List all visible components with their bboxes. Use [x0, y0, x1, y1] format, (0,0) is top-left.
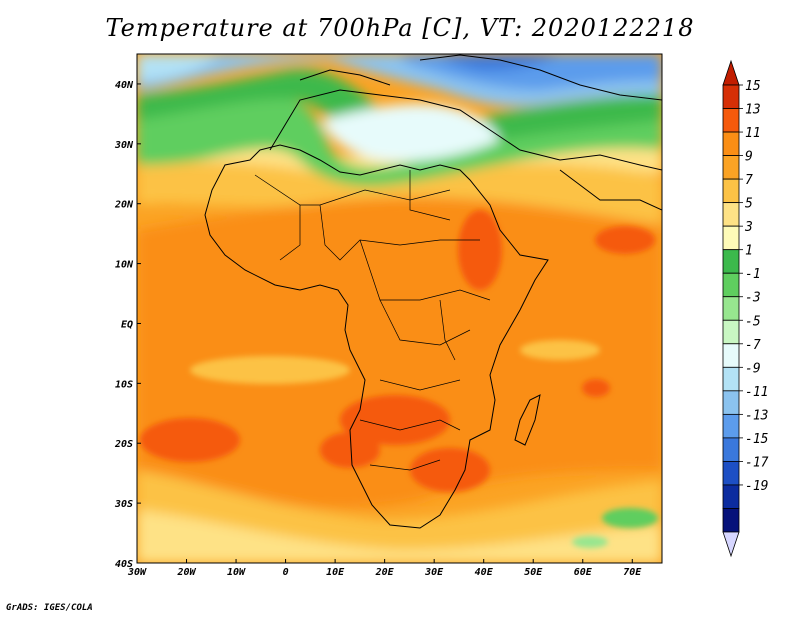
country-borders	[254, 170, 491, 471]
colorbar-bottom-arrow	[722, 531, 740, 558]
colorbar-label: -1	[745, 267, 761, 282]
colorbar-swatch	[722, 508, 740, 533]
x-tick-label: 30E	[424, 567, 444, 578]
colorbar-label: -3	[745, 291, 761, 306]
colorbar-swatch	[722, 461, 740, 486]
colorbar-swatch	[722, 84, 740, 109]
y-tick-label: 10N	[115, 260, 134, 271]
temperature-field	[137, 54, 662, 563]
x-tick-label: 50E	[524, 567, 543, 578]
colorbar: 15 13 11 9 7 5 3 1 -1 -3 -5 -7 -9 -11 -13 -15 -17 -19	[722, 59, 769, 558]
y-tick-label: 20N	[114, 200, 134, 211]
colorbar-label: -17	[745, 455, 769, 470]
colorbar-swatch	[722, 202, 740, 227]
colorbar-swatch	[722, 178, 740, 204]
map-title: Temperature at 700hPa [C], VT: 202012221…	[105, 14, 695, 42]
colorbar-swatch	[722, 296, 740, 321]
y-tick-label: 40S	[115, 559, 133, 570]
colorbar-label: -7	[745, 338, 761, 353]
colorbar-label: 3	[744, 220, 753, 235]
colorbar-swatch	[722, 343, 740, 368]
y-tick-label: 40N	[115, 80, 134, 91]
colorbar-label: 9	[745, 150, 753, 165]
coastlines	[204, 54, 662, 529]
colorbar-swatch	[722, 155, 740, 180]
colorbar-label: -19	[745, 479, 768, 494]
y-tick-label: 30N	[114, 140, 134, 151]
colorbar-label: 11	[745, 126, 761, 141]
y-tick-label: 30S	[114, 499, 133, 510]
colorbar-label: -9	[745, 361, 761, 376]
x-tick-label: 10W	[227, 567, 246, 578]
x-tick-label: 10E	[326, 567, 345, 578]
colorbar-label: 15	[745, 79, 761, 94]
x-tick-label: 0	[283, 567, 289, 578]
colorbar-top-arrow	[722, 59, 740, 86]
colorbar-label: 13	[745, 103, 761, 118]
colorbar-swatch	[722, 484, 740, 509]
colorbar-swatch	[722, 225, 740, 251]
x-tick-label: 70E	[623, 567, 642, 578]
colorbar-swatch	[722, 366, 740, 392]
plot-frame	[136, 53, 663, 564]
colorbar-swatch	[722, 272, 740, 298]
y-tick-label: 10S	[115, 379, 133, 390]
colorbar-label: 1	[745, 244, 753, 259]
footer-credit: GrADS: IGES/COLA	[6, 603, 93, 613]
axis-ticks: 30W 20W 10W 0 10E 20E 30E 40E 50E 60E 70E 40N 30N 20N…	[114, 80, 642, 578]
x-tick-label: 20E	[375, 567, 395, 578]
x-tick-label: 30W	[127, 567, 147, 578]
colorbar-swatch	[722, 108, 740, 133]
colorbar-label: -13	[745, 408, 768, 423]
colorbar-label: -15	[745, 432, 769, 447]
colorbar-swatch	[722, 319, 740, 345]
colorbar-label: 7	[745, 173, 753, 188]
colorbar-swatch	[722, 390, 740, 415]
colorbar-swatch	[722, 413, 740, 439]
y-tick-label: EQ	[121, 319, 133, 330]
y-tick-label: 20S	[114, 439, 133, 450]
x-tick-label: 40E	[475, 567, 494, 578]
x-tick-label: 60E	[574, 567, 593, 578]
colorbar-swatch	[722, 437, 740, 462]
x-tick-label: 20W	[176, 567, 196, 578]
colorbar-label: -5	[745, 314, 761, 329]
colorbar-label: 5	[745, 197, 753, 212]
colorbar-label: -11	[745, 385, 768, 400]
colorbar-swatch	[722, 249, 740, 274]
colorbar-swatch	[722, 131, 740, 156]
